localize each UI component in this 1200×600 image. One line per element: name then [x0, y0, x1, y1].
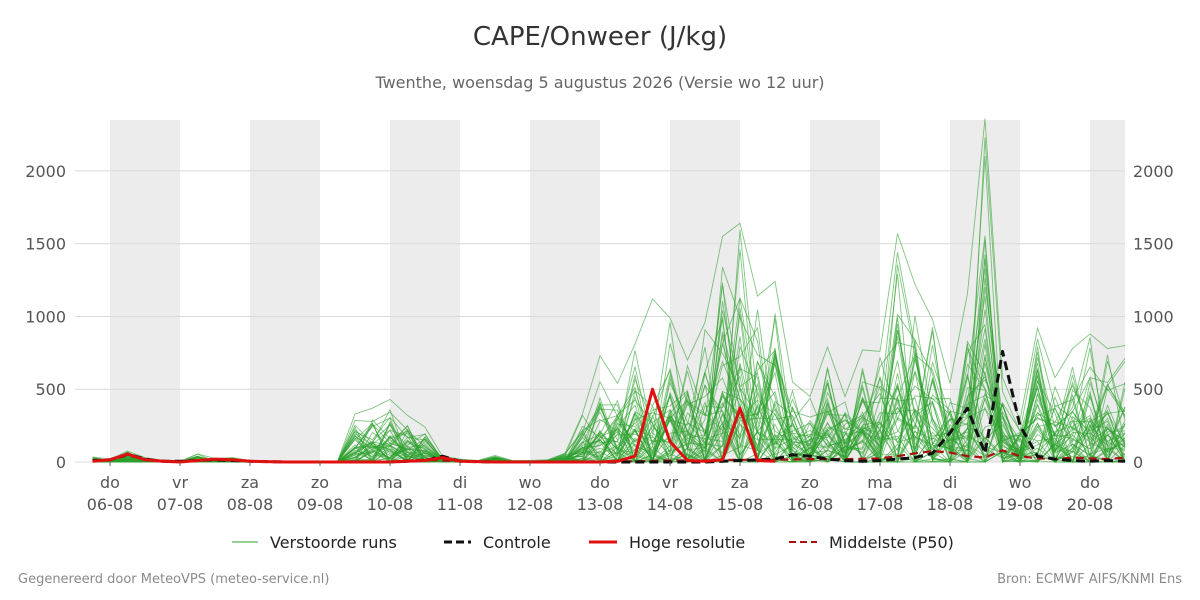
night-band	[250, 120, 320, 462]
cape-chart: 0 500 1000 1500 2000 0 500 1000 1500 2000 do 06-0…	[25, 118, 1174, 514]
legend-label-hires: Hoge resolutie	[629, 532, 746, 552]
x-tick-date: 15-08	[717, 495, 764, 514]
x-tick-weekday: zo	[801, 473, 819, 492]
x-tick-date: 09-08	[297, 495, 344, 514]
x-tick-date: 11-08	[437, 495, 484, 514]
legend-swatch-median	[789, 541, 817, 543]
y-tick-label-right: 500	[1133, 380, 1164, 399]
chart-subtitle: Twenthe, woensdag 5 augustus 2026 (Versi…	[375, 73, 825, 92]
y-tick-label-left: 2000	[25, 162, 66, 181]
x-axis: do 06-08 vr 07-08 za 08-08 zo 09-08 ma 10-08 di 11-…	[87, 462, 1114, 514]
x-tick-date: 16-08	[787, 495, 834, 514]
x-tick-date: 07-08	[157, 495, 204, 514]
y-tick-label-right: 2000	[1133, 162, 1174, 181]
footer-source: Bron: ECMWF AIFS/KNMI Ens	[997, 572, 1182, 587]
legend-swatch-control	[444, 540, 471, 544]
y-tick-label-left: 1500	[25, 235, 66, 254]
x-tick-date: 17-08	[857, 495, 904, 514]
chart-title: CAPE/Onweer (J/kg)	[472, 22, 728, 52]
y-tick-label-left: 0	[56, 453, 66, 472]
y-axis-right: 0 500 1000 1500 2000	[1133, 162, 1174, 472]
x-tick-weekday: za	[731, 473, 749, 492]
x-tick-date: 12-08	[507, 495, 554, 514]
x-tick-weekday: ma	[867, 473, 892, 492]
y-tick-label-left: 1000	[25, 307, 66, 326]
x-tick-weekday: vr	[172, 473, 188, 492]
y-tick-label-right: 1000	[1133, 307, 1174, 326]
x-tick-weekday: wo	[1009, 473, 1032, 492]
x-tick-date: 18-08	[927, 495, 974, 514]
x-tick-date: 10-08	[367, 495, 414, 514]
night-band	[390, 120, 460, 462]
x-tick-weekday: ma	[377, 473, 402, 492]
night-band	[530, 120, 600, 462]
x-tick-date: 20-08	[1067, 495, 1114, 514]
legend-swatch-hires	[589, 540, 617, 544]
legend-label-members: Verstoorde runs	[270, 532, 397, 552]
x-tick-date: 08-08	[227, 495, 274, 514]
x-tick-weekday: vr	[662, 473, 678, 492]
hires-line	[92, 387, 776, 464]
x-tick-weekday: do	[590, 473, 610, 492]
y-axis-left: 0 500 1000 1500 2000	[25, 162, 66, 472]
legend-label-median: Middelste (P50)	[829, 532, 954, 552]
x-tick-date: 19-08	[997, 495, 1044, 514]
footer-generated-by: Gegenereerd door MeteoVPS (meteo-service…	[18, 572, 330, 587]
x-tick-weekday: wo	[519, 473, 542, 492]
legend-item-members: Verstoorde runs	[232, 529, 397, 555]
y-tick-label-left: 500	[35, 380, 66, 399]
x-tick-date: 06-08	[87, 495, 134, 514]
main-series	[92, 349, 1126, 464]
legend-label-control: Controle	[483, 532, 551, 552]
x-tick-weekday: zo	[311, 473, 329, 492]
x-tick-weekday: za	[241, 473, 259, 492]
x-tick-weekday: di	[943, 473, 958, 492]
night-band	[110, 120, 180, 462]
x-tick-date: 14-08	[647, 495, 694, 514]
legend: Verstoorde runs Controle Hoge resolutie …	[0, 529, 1200, 555]
y-tick-label-right: 0	[1133, 453, 1143, 472]
legend-item-control: Controle	[444, 529, 551, 555]
legend-swatch-members	[232, 541, 258, 543]
legend-item-median: Middelste (P50)	[789, 529, 954, 555]
y-tick-label-right: 1500	[1133, 235, 1174, 254]
x-tick-weekday: do	[100, 473, 120, 492]
legend-item-hires: Hoge resolutie	[589, 529, 745, 555]
x-tick-weekday: do	[1080, 473, 1100, 492]
night-band	[810, 120, 880, 462]
x-tick-weekday: di	[453, 473, 468, 492]
x-tick-date: 13-08	[577, 495, 624, 514]
